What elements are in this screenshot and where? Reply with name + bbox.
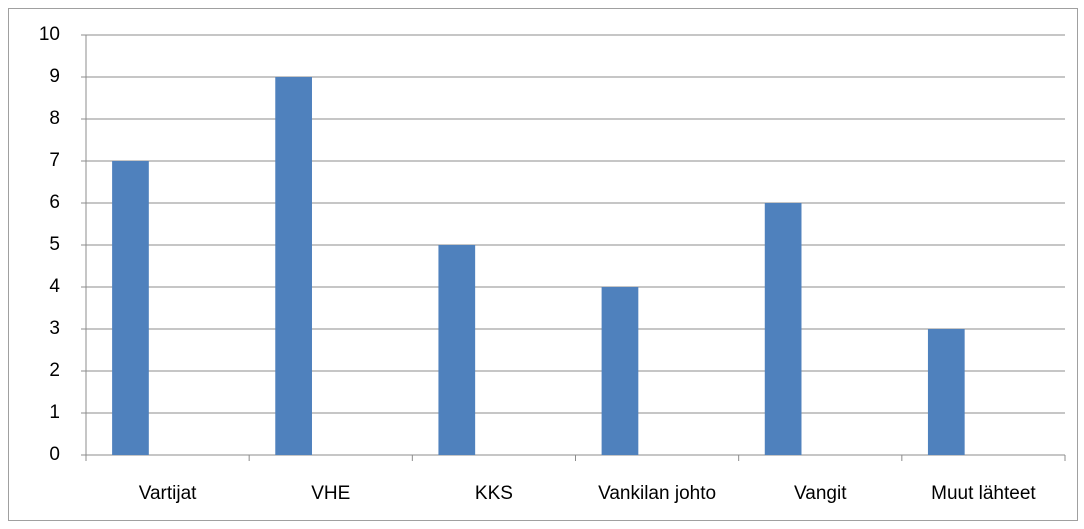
x-tick-label: Vartijat xyxy=(139,483,197,504)
y-tick-label: 10 xyxy=(39,24,60,45)
x-tick-label: VHE xyxy=(311,483,350,504)
y-tick-label: 0 xyxy=(49,444,60,465)
bar xyxy=(927,329,965,455)
x-tick-label: Vankilan johto xyxy=(598,483,716,504)
y-tick-label: 1 xyxy=(49,402,60,423)
bar xyxy=(601,287,639,455)
y-tick-label: 2 xyxy=(49,360,60,381)
x-tick-label: Vangit xyxy=(794,483,847,504)
bar xyxy=(275,77,312,455)
chart-border xyxy=(8,8,1078,521)
y-tick-label: 3 xyxy=(49,318,60,339)
y-tick-label: 4 xyxy=(49,276,60,297)
x-tick-label: Muut lähteet xyxy=(931,483,1036,504)
x-tick-label: KKS xyxy=(475,483,513,504)
bar xyxy=(112,161,149,455)
y-tick-label: 5 xyxy=(49,234,60,255)
bar xyxy=(438,245,476,455)
y-tick-label: 8 xyxy=(49,108,60,129)
y-tick-label: 9 xyxy=(49,66,60,87)
bar xyxy=(764,203,802,455)
y-tick-label: 6 xyxy=(49,192,60,213)
y-tick-label: 7 xyxy=(49,150,60,171)
